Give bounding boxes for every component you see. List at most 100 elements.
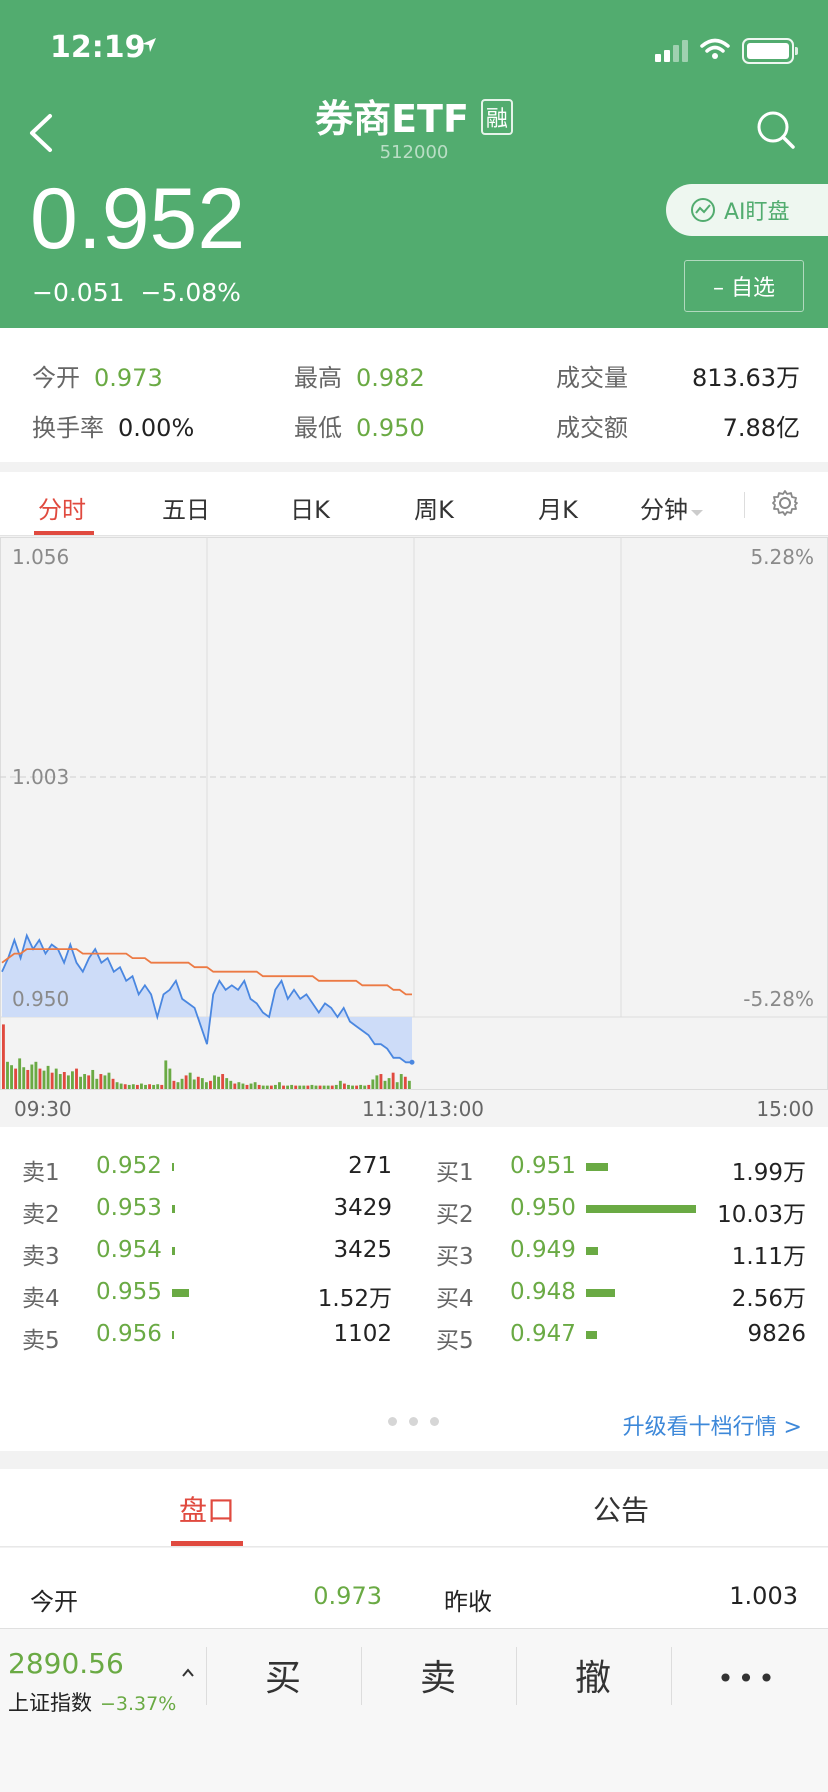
tab-monthly-k[interactable]: 月K <box>538 496 578 524</box>
buy-level-3[interactable]: 买3 0.949 1.11万 <box>436 1237 806 1270</box>
volume-bar <box>168 1068 172 1089</box>
volume-bar <box>306 1085 310 1089</box>
volume-bar <box>347 1084 350 1089</box>
tab-minute[interactable]: 分钟 <box>632 490 712 525</box>
buy-level-volume: 1.11万 <box>731 1244 806 1270</box>
volume-bar <box>334 1084 338 1089</box>
volume-bar <box>180 1078 184 1089</box>
price-area <box>2 935 412 1063</box>
volume-bar <box>148 1084 151 1089</box>
volume-bar <box>30 1064 34 1089</box>
volume-bar <box>351 1085 354 1089</box>
volume-bar <box>225 1078 229 1089</box>
volume-bar <box>22 1067 26 1089</box>
sell-level-1[interactable]: 卖1 0.952 271 <box>22 1153 392 1186</box>
order-book: 卖1 0.952 271 卖2 0.953 3429 卖3 0.954 3425 卖4 0.955 1… <box>0 1127 828 1451</box>
more-button[interactable]: ••• <box>717 1662 779 1695</box>
volume-bar <box>318 1085 322 1089</box>
tab-handicap[interactable]: 盘口 <box>178 1494 235 1527</box>
volume-bar <box>87 1075 91 1089</box>
volume-bar <box>172 1080 176 1089</box>
tab-divider <box>744 492 745 518</box>
y-tick-top: 1.056 <box>12 545 70 569</box>
volume-bar <box>54 1068 58 1089</box>
buy-level-bar <box>586 1163 608 1171</box>
ai-monitor-button[interactable]: AI盯盘 <box>666 184 828 236</box>
status-bar: 12:19 <box>0 30 828 70</box>
volume-bar <box>184 1075 188 1089</box>
volume-bar <box>379 1074 383 1089</box>
volume-bar <box>237 1082 241 1089</box>
buy-level-label: 买2 <box>436 1202 474 1228</box>
volume-bar <box>355 1085 359 1089</box>
sell-level-3[interactable]: 卖3 0.954 3425 <box>22 1237 392 1270</box>
y-pct-bottom: -5.28% <box>743 987 814 1011</box>
index-change: −3.37% <box>100 1693 177 1715</box>
sell-level-4[interactable]: 卖4 0.955 1.52万 <box>22 1279 392 1312</box>
volume-bar <box>241 1083 245 1089</box>
volume-bar <box>46 1065 50 1089</box>
volume-bar <box>302 1085 306 1089</box>
volume-bar <box>131 1084 135 1089</box>
quote-stats: 今开 0.973 最高 0.982 成交量 813.63万 换手率 0.00% 最低 0.… <box>0 328 828 462</box>
remove-watchlist-button[interactable]: – 自选 <box>684 260 804 312</box>
tab-five-day[interactable]: 五日 <box>162 496 210 524</box>
gear-icon <box>772 490 798 516</box>
volume-bar <box>314 1085 318 1089</box>
buy-button[interactable]: 买 <box>264 1658 301 1699</box>
sell-level-volume: 3429 <box>333 1195 392 1221</box>
volume-bar <box>209 1080 212 1089</box>
stat-volume: 成交量 813.63万 <box>556 364 800 392</box>
tab-intraday[interactable]: 分时 <box>38 496 86 524</box>
volume-bar <box>233 1083 237 1089</box>
cancel-order-button[interactable]: 撤 <box>574 1658 611 1699</box>
y-pct-top: 5.28% <box>750 545 814 569</box>
action-divider <box>516 1647 517 1705</box>
page-title: 券商ETF 融 <box>0 88 828 143</box>
sell-level-price: 0.955 <box>96 1279 162 1305</box>
intraday-chart[interactable]: 1.056 1.003 0.950 5.28% -5.28% 09:30 11:… <box>0 537 828 1127</box>
volume-bar <box>176 1082 180 1089</box>
sell-level-label: 卖5 <box>22 1328 60 1354</box>
tab-daily-k[interactable]: 日K <box>290 496 330 524</box>
sell-button[interactable]: 卖 <box>419 1658 456 1699</box>
upgrade-ten-level-link[interactable]: 升级看十档行情 > <box>622 1415 802 1440</box>
volume-bar <box>34 1061 38 1089</box>
buy-level-5[interactable]: 买5 0.947 9826 <box>436 1321 806 1354</box>
buy-level-2[interactable]: 买2 0.950 10.03万 <box>436 1195 806 1228</box>
stat-amount: 成交额 7.88亿 <box>556 414 800 442</box>
y-tick-mid: 1.003 <box>12 765 70 789</box>
buy-level-bar <box>586 1205 696 1213</box>
buy-level-bar <box>586 1289 615 1297</box>
chevron-up-icon <box>182 1668 194 1677</box>
action-divider <box>206 1647 207 1705</box>
handicap-prev-close-label: 昨收 <box>444 1588 492 1616</box>
sell-level-bar <box>172 1205 176 1213</box>
volume-bar <box>71 1071 74 1089</box>
intraday-chart-svg <box>0 537 828 1090</box>
buy-level-1[interactable]: 买1 0.951 1.99万 <box>436 1153 806 1186</box>
x-tick-midday: 11:30/13:00 <box>362 1097 485 1121</box>
buy-level-4[interactable]: 买4 0.948 2.56万 <box>436 1279 806 1312</box>
buy-level-label: 买5 <box>436 1328 474 1354</box>
volume-bar <box>391 1072 395 1089</box>
sell-level-5[interactable]: 卖5 0.956 1102 <box>22 1321 392 1354</box>
chart-settings-button[interactable] <box>770 488 800 518</box>
volume-bar <box>298 1085 302 1089</box>
volume-bar <box>395 1082 399 1089</box>
volume-bar <box>265 1085 269 1089</box>
stat-turnover-rate: 换手率 0.00% <box>32 414 195 442</box>
buy-level-bar <box>586 1331 597 1339</box>
back-button[interactable] <box>22 108 66 158</box>
cellular-signal-icon <box>655 40 688 62</box>
sell-level-2[interactable]: 卖2 0.953 3429 <box>22 1195 392 1228</box>
handicap-open-value: 0.973 <box>313 1582 382 1610</box>
volume-bar <box>79 1076 82 1089</box>
sell-level-label: 卖4 <box>22 1286 60 1312</box>
location-arrow-icon <box>140 36 158 58</box>
tab-announcements[interactable]: 公告 <box>592 1494 649 1527</box>
sell-level-price: 0.953 <box>96 1195 162 1221</box>
tab-weekly-k[interactable]: 周K <box>414 496 454 524</box>
search-button[interactable] <box>754 108 798 152</box>
